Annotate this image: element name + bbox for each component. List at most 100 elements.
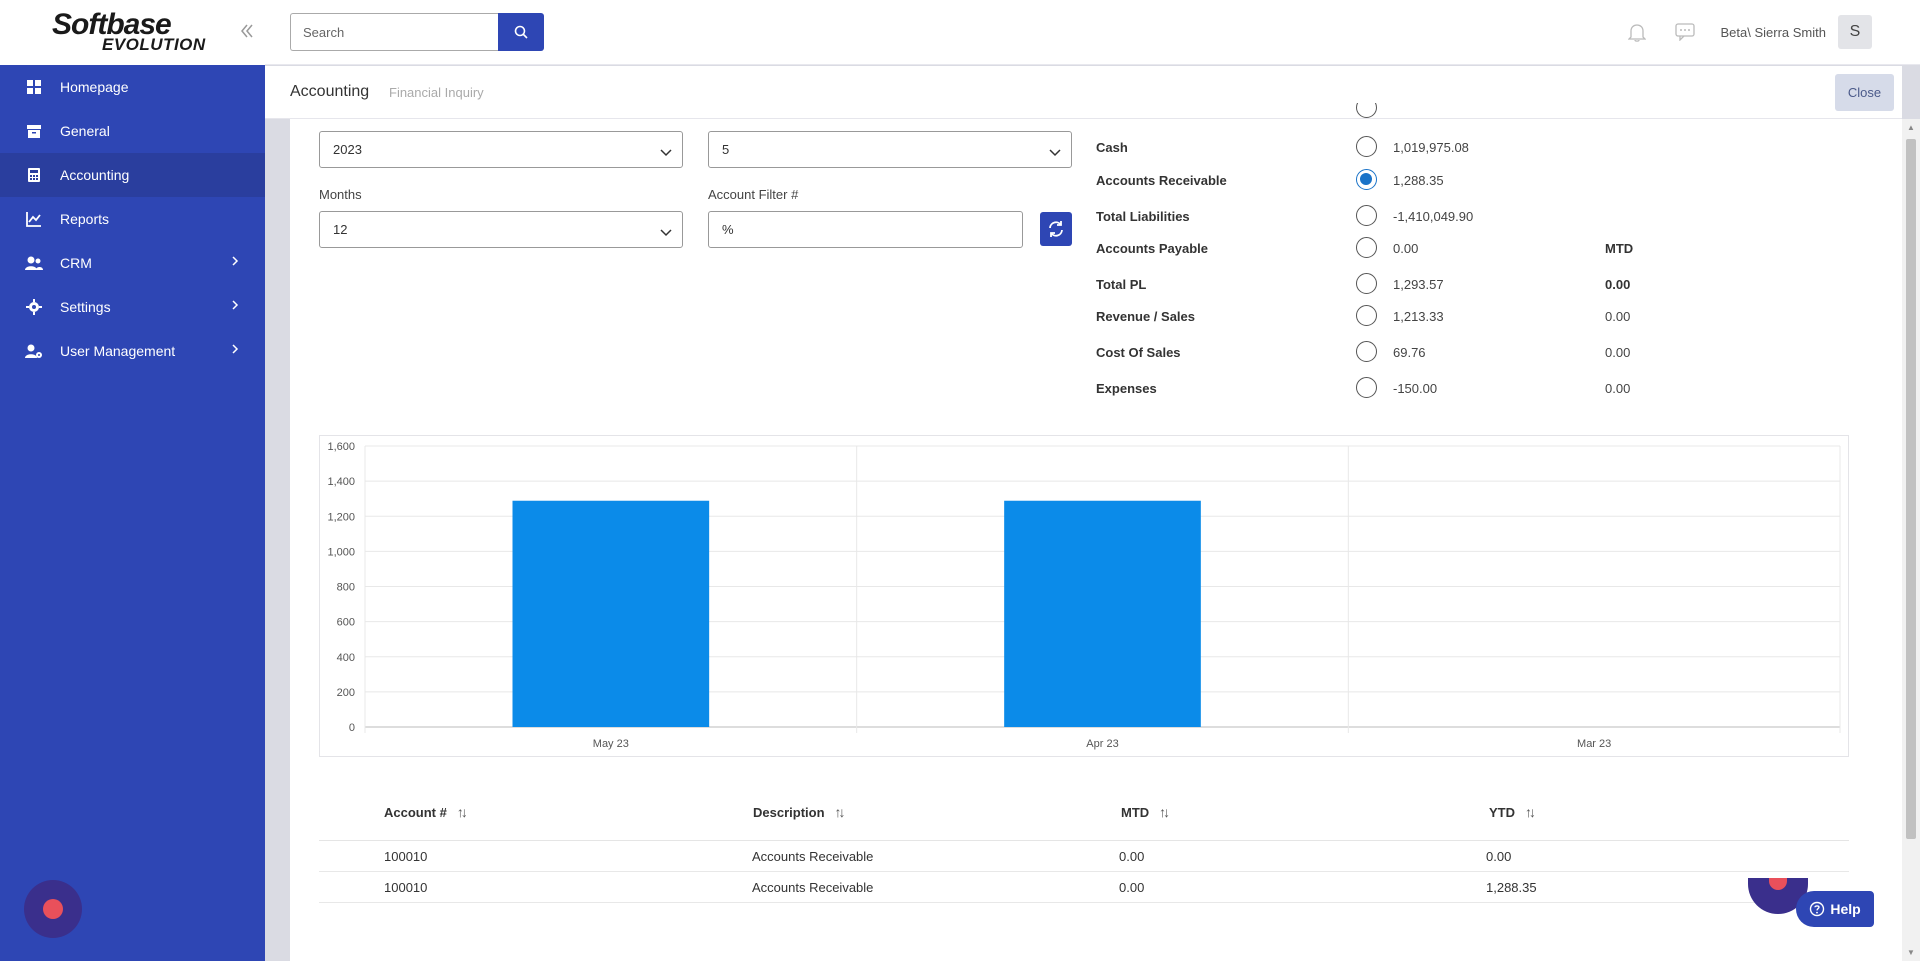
summary-value: 1,019,975.08 — [1393, 140, 1469, 155]
account-filter-input[interactable]: % — [708, 211, 1023, 248]
table-row[interactable]: 100010 Accounts Receivable 0.00 0.00 — [319, 841, 1849, 872]
summary-radio[interactable] — [1356, 103, 1377, 118]
close-button[interactable]: Close — [1835, 74, 1894, 111]
summary-radio[interactable] — [1356, 273, 1377, 294]
sidebar-item-crm[interactable]: CRM — [0, 241, 265, 285]
summary-radio[interactable] — [1356, 169, 1377, 190]
cell-mtd: 0.00 — [1119, 849, 1145, 864]
collapse-sidebar-icon[interactable] — [239, 22, 255, 45]
chart-svg: 0 200 400 600 800 1,000 1,200 1,400 1,600 May 23 A… — [327, 441, 1841, 750]
summary-label: Cost Of Sales — [1096, 345, 1181, 360]
sidebar-item-label: Reports — [60, 211, 110, 227]
column-header-label: Description — [753, 804, 825, 820]
summary-label: Revenue / Sales — [1096, 309, 1195, 324]
sidebar-item-homepage[interactable]: Homepage — [0, 65, 265, 109]
summary-radio[interactable] — [1356, 377, 1377, 398]
scroll-thumb[interactable] — [1906, 139, 1916, 839]
sidebar-item-reports[interactable]: Reports — [0, 197, 265, 241]
months-select[interactable]: 12 — [319, 211, 683, 248]
breadcrumb[interactable]: Financial Inquiry — [389, 85, 484, 100]
summary-label: Accounts Receivable — [1096, 173, 1227, 188]
sidebar-item-accounting[interactable]: Accounting — [0, 153, 265, 197]
y-tick-label: 200 — [337, 687, 355, 699]
table-row[interactable]: 100010 Accounts Receivable 0.00 1,288.35 — [319, 872, 1849, 903]
summary-value: 1,293.57 — [1393, 277, 1444, 292]
y-tick-label: 1,000 — [327, 546, 355, 558]
column-header-mtd[interactable]: MTD ↑↓ — [1121, 804, 1170, 820]
refresh-button[interactable] — [1040, 212, 1072, 246]
page-title: Accounting — [290, 83, 370, 100]
sidebar-nav: Homepage General Accounting Reports CRM — [0, 65, 265, 373]
bar — [1004, 500, 1201, 727]
sidebar-item-label: CRM — [60, 255, 92, 271]
question-circle-icon — [1810, 901, 1825, 917]
months-value: 12 — [333, 222, 348, 237]
sort-icon: ↑↓ — [834, 804, 846, 820]
chevron-right-icon — [231, 299, 239, 313]
column-header-ytd[interactable]: YTD ↑↓ — [1489, 804, 1536, 820]
x-tick-label: May 23 — [593, 738, 629, 750]
summary-mtd: 0.00 — [1605, 381, 1631, 396]
page-header: Accounting Financial Inquiry Close — [265, 66, 1902, 119]
bar-chart: 0 200 400 600 800 1,000 1,200 1,400 1,600 May 23 A… — [319, 435, 1849, 757]
accounts-table: Account # ↑↓ Description ↑↓ MTD ↑↓ YTD ↑… — [319, 791, 1849, 903]
summary-value: 1,288.35 — [1393, 173, 1444, 188]
help-button[interactable]: Help — [1796, 891, 1874, 927]
column-header-description[interactable]: Description ↑↓ — [753, 804, 846, 820]
summary-label: Total PL — [1096, 277, 1147, 292]
sidebar-item-general[interactable]: General — [0, 109, 265, 153]
cell-description: Accounts Receivable — [752, 880, 874, 895]
sidebar-item-label: User Management — [60, 343, 176, 359]
summary-radio[interactable] — [1356, 205, 1377, 226]
cell-ytd: 0.00 — [1486, 849, 1512, 864]
column-header-account[interactable]: Account # ↑↓ — [384, 804, 468, 820]
sidebar: Softbase EVOLUTION Homepage General Acco… — [0, 0, 265, 961]
sort-icon: ↑↓ — [456, 804, 468, 820]
sidebar-item-user-management[interactable]: User Management — [0, 329, 265, 373]
chevron-right-icon — [231, 255, 239, 269]
summary-label: Cash — [1096, 140, 1128, 155]
table-header: Account # ↑↓ Description ↑↓ MTD ↑↓ YTD ↑… — [319, 791, 1849, 841]
avatar[interactable]: S — [1838, 15, 1872, 49]
summary-row-accounts-payable: Accounts Payable 0.00 MTD — [1096, 237, 1696, 263]
summary-mtd: 0.00 — [1605, 309, 1631, 324]
sidebar-item-label: Settings — [60, 299, 111, 315]
top-bar: Beta\ Sierra Smith S — [265, 0, 1920, 65]
chevron-down-icon — [660, 225, 672, 240]
scroll-up-icon[interactable]: ▲ — [1907, 123, 1915, 132]
year-select[interactable]: 2023 — [319, 131, 683, 168]
sort-icon: ↑↓ — [1159, 804, 1170, 820]
period-select[interactable]: 5 — [708, 131, 1072, 168]
logo: Softbase EVOLUTION — [52, 10, 206, 54]
user-name[interactable]: Beta\ Sierra Smith — [1720, 24, 1827, 40]
summary-row-total-pl: Total PL 1,293.57 0.00 — [1096, 273, 1696, 299]
chat-icon[interactable] — [1673, 20, 1697, 44]
record-button[interactable] — [24, 880, 82, 938]
summary-radio[interactable] — [1356, 136, 1377, 157]
summary-value: 69.76 — [1393, 345, 1426, 360]
summary-radio[interactable] — [1356, 237, 1377, 258]
cell-account: 100010 — [384, 880, 428, 895]
summary-row-total-liabilities: Total Liabilities -1,410,049.90 — [1096, 205, 1696, 231]
bell-icon[interactable] — [1625, 20, 1649, 44]
sidebar-item-settings[interactable]: Settings — [0, 285, 265, 329]
sort-icon: ↑↓ — [1525, 804, 1536, 820]
summary-mtd: 0.00 — [1605, 277, 1631, 292]
chart-icon — [24, 209, 44, 229]
gear-icon — [24, 297, 44, 317]
search-input[interactable] — [290, 13, 498, 51]
chevron-right-icon — [231, 343, 239, 357]
summary-radio[interactable] — [1356, 305, 1377, 326]
scroll-down-icon[interactable]: ▼ — [1907, 948, 1915, 957]
summary-radio[interactable] — [1356, 341, 1377, 362]
top-right-controls: Beta\ Sierra Smith S — [1625, 15, 1872, 49]
cell-account: 100010 — [384, 849, 428, 864]
column-header-label: MTD — [1121, 804, 1150, 820]
summary-value: 0.00 — [1393, 241, 1419, 256]
summary-row-cost-of-sales: Cost Of Sales 69.76 0.00 — [1096, 341, 1696, 367]
search-button[interactable] — [498, 13, 544, 51]
summary-row-accounts-receivable: Accounts Receivable 1,288.35 — [1096, 169, 1696, 195]
cell-mtd: 0.00 — [1119, 880, 1145, 895]
scrollbar[interactable]: ▲ ▼ — [1902, 119, 1920, 961]
bar — [512, 500, 710, 727]
